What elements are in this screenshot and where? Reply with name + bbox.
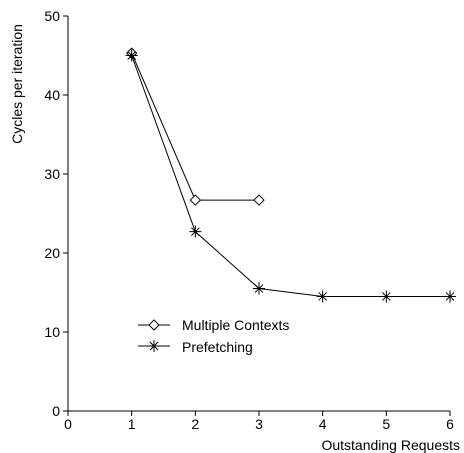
x-axis-title: Outstanding Requests: [321, 437, 460, 453]
y-tick-label: 30: [44, 166, 60, 182]
legend-label-prefetching: Prefetching: [182, 339, 253, 355]
y-tick-label: 0: [52, 403, 60, 419]
x-tick-label: 5: [382, 416, 390, 432]
series-line-prefetching: [131, 55, 450, 297]
x-tick-label: 6: [446, 416, 454, 432]
y-tick-label: 40: [44, 87, 60, 103]
axes: [67, 16, 450, 412]
x-tick-label: 1: [128, 416, 136, 432]
data-point-prefetching: [316, 290, 329, 303]
y-axis-title: Cycles per iteration: [9, 24, 25, 144]
data-point-multiple-contexts: [253, 194, 265, 206]
y-tick-label: 20: [44, 245, 60, 261]
series-line-multiple-contexts: [131, 52, 259, 201]
data-point-prefetching: [253, 282, 265, 295]
x-tick-label: 2: [191, 416, 199, 432]
legend-marker-asterisk-icon: [148, 340, 160, 352]
y-tick-label: 10: [44, 324, 60, 340]
legend: Multiple Contexts Prefetching: [138, 317, 289, 355]
data-point-prefetching: [444, 290, 456, 303]
data-point-prefetching: [125, 49, 138, 62]
legend-marker-diamond-icon: [148, 319, 160, 331]
y-tick-label: 50: [44, 8, 60, 24]
x-tick-label: 0: [64, 416, 72, 432]
data-point-prefetching: [380, 290, 393, 303]
data-point-multiple-contexts: [189, 194, 202, 206]
data-point-prefetching: [189, 225, 202, 238]
legend-label-multiple-contexts: Multiple Contexts: [182, 317, 289, 333]
x-tick-label: 4: [319, 416, 327, 432]
x-tick-label: 3: [255, 416, 263, 432]
